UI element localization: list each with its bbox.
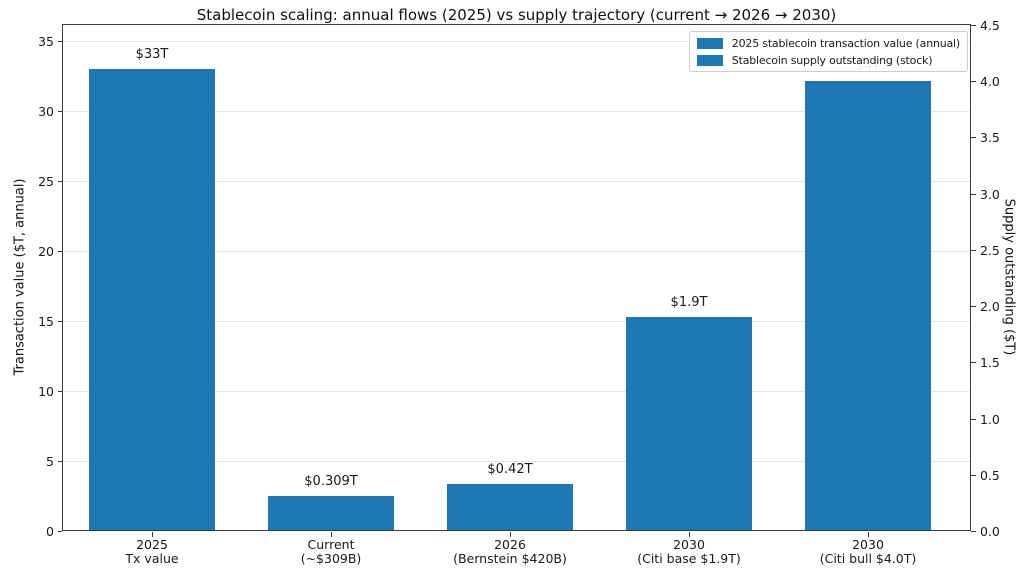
grid-line (63, 181, 970, 182)
y-axis-right-tick-label: 3.0 (980, 186, 1000, 202)
bar (626, 317, 752, 531)
grid-line (63, 41, 970, 42)
bar (447, 483, 573, 531)
y-axis-left-tick-label: 0 (46, 524, 54, 539)
y-axis-right-tick-label: 0.0 (980, 524, 1000, 539)
grid-line (63, 461, 970, 462)
x-axis-tick (510, 532, 511, 537)
x-tick-label-line2: (~$309B) (300, 551, 362, 566)
y-axis-left-tick (58, 181, 62, 182)
x-axis-tick (331, 532, 332, 537)
y-axis-right-tick-label: 0.5 (980, 467, 1000, 483)
y-axis-left-tick-label: 10 (38, 384, 54, 399)
chart-title: Stablecoin scaling: annual flows (2025) … (196, 6, 837, 24)
y-axis-right-tick (971, 193, 976, 195)
x-tick-label-line1: 2025 (136, 537, 168, 552)
legend-label: 2025 stablecoin transaction value (annua… (731, 36, 960, 50)
legend-item: 2025 stablecoin transaction value (annua… (696, 36, 960, 50)
bar-value-label: $1.9T (670, 295, 708, 311)
y-axis-right-tick (971, 474, 976, 476)
y-axis-left-tick (58, 321, 62, 322)
x-tick-label: 2030 (Citi base $1.9T) (599, 538, 779, 566)
legend-swatch (696, 54, 723, 66)
bar-value-label: $0.42T (487, 461, 533, 477)
y-axis-right-tick (971, 418, 976, 420)
x-tick-label: 2025 Tx value (62, 538, 242, 566)
x-tick-label-line1: 2030 (852, 537, 884, 552)
y-axis-right-tick (971, 531, 976, 532)
x-axis-tick (689, 532, 690, 537)
y-axis-right-tick (971, 81, 976, 83)
x-tick-label-line2: (Citi bull $4.0T) (819, 551, 917, 566)
y-axis-right-title: Supply outstanding ($T) (1001, 198, 1017, 356)
x-axis-tick (868, 532, 869, 537)
y-axis-right-tick (971, 362, 976, 364)
y-axis-left-tick (58, 531, 62, 532)
y-axis-left-tick (58, 391, 62, 392)
y-axis-left-tick (58, 41, 62, 42)
y-axis-left-tick (58, 461, 62, 462)
y-axis-right-tick (971, 249, 976, 251)
x-tick-label-line1: Current (307, 537, 355, 552)
x-tick-label: 2030 (Citi bull $4.0T) (778, 538, 958, 566)
y-axis-left-title: Transaction value ($T, annual) (12, 178, 28, 376)
grid-line (63, 111, 970, 112)
legend-label: Stablecoin supply outstanding (stock) (731, 53, 933, 67)
y-axis-right-tick (971, 306, 976, 308)
y-axis-right-tick-label: 4.0 (980, 74, 1000, 90)
grid-line (63, 251, 970, 252)
x-tick-label-line2: (Bernstein $420B) (453, 551, 567, 566)
x-tick-label: 2026 (Bernstein $420B) (420, 538, 600, 566)
x-axis-tick (152, 532, 153, 537)
y-axis-right-tick-label: 3.5 (980, 130, 1000, 146)
x-tick-label: Current (~$309B) (241, 538, 421, 566)
legend-swatch (696, 37, 723, 49)
bar (268, 496, 394, 531)
y-axis-right-tick (971, 25, 976, 26)
y-axis-left-tick-label: 35 (38, 34, 54, 49)
y-axis-left-tick (58, 251, 62, 252)
y-axis-right-tick-label: 1.0 (980, 411, 1000, 427)
y-axis-left-tick-label: 15 (38, 314, 54, 329)
legend: 2025 stablecoin transaction value (annua… (688, 31, 968, 72)
grid-line (63, 321, 970, 322)
y-axis-right-tick-label: 2.0 (980, 299, 1000, 315)
bar-value-label: $0.309T (304, 474, 358, 490)
legend-item: Stablecoin supply outstanding (stock) (696, 53, 960, 67)
y-axis-left-tick (58, 111, 62, 112)
bar (89, 69, 215, 531)
x-tick-label-line1: 2026 (494, 537, 526, 552)
bar-value-label: $33T (135, 47, 169, 62)
y-axis-right-tick-label: 1.5 (980, 355, 1000, 371)
y-axis-left-tick-label: 25 (38, 174, 54, 189)
x-tick-label-line2: (Citi base $1.9T) (637, 551, 741, 566)
y-axis-right-tick-label: 4.5 (980, 18, 1000, 33)
grid-line (63, 391, 970, 392)
y-axis-left-tick-label: 30 (38, 104, 54, 119)
x-tick-label-line2: Tx value (125, 551, 179, 566)
y-axis-left-tick-label: 20 (38, 244, 54, 259)
bar (805, 81, 931, 531)
y-axis-left-tick-label: 5 (46, 454, 54, 469)
y-axis-right-tick-label: 2.5 (980, 242, 1000, 258)
y-axis-right-tick (971, 137, 976, 139)
x-tick-label-line1: 2030 (673, 537, 705, 552)
